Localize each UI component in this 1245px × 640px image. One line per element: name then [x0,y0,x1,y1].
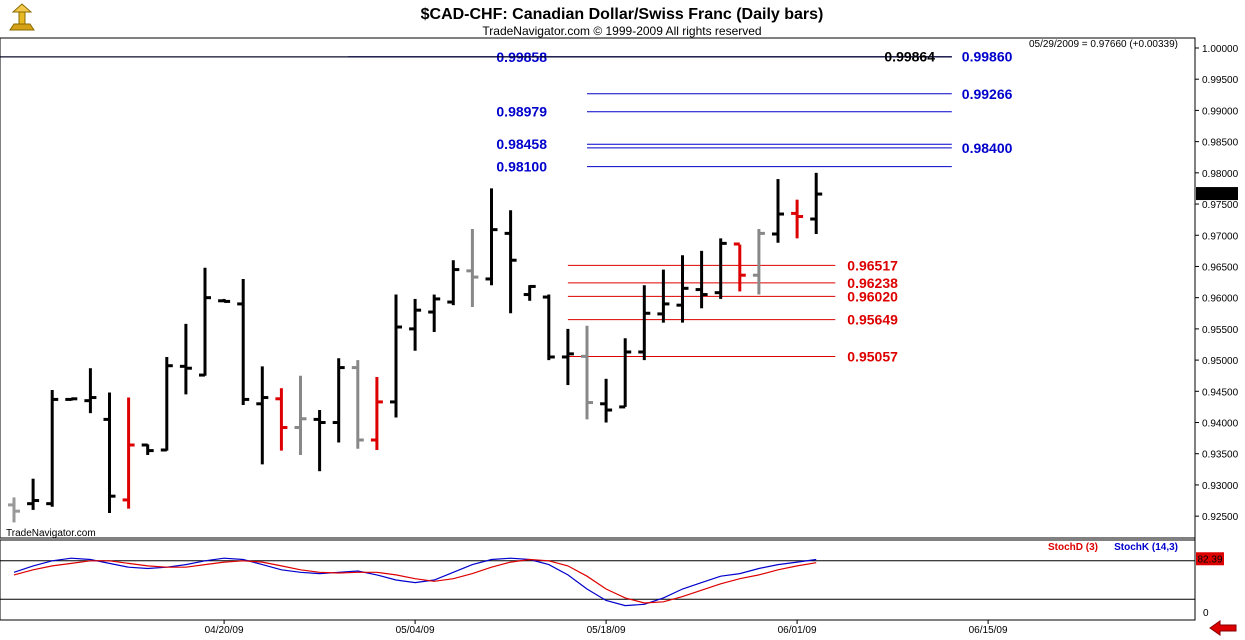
ohlc-bar-3 [65,397,78,401]
ohlc-bar-22 [428,294,441,333]
price-y-axis: 1.00000 0.99500 0.99000 0.98500 0.98000 0.975… [1195,44,1239,523]
ohlc-bar-25 [485,188,498,286]
y-tick-label-10: 0.95000 [1202,356,1239,367]
ohlc-bar-41 [791,199,804,239]
stochastic-oscillator [0,557,1195,607]
ohlc-bar-0 [8,497,20,523]
ohlc-bar-12 [237,278,250,406]
ohlc-bar-2 [46,390,59,507]
y-tick-label-1: 0.99500 [1202,75,1239,86]
level-label-0: 0.99860 [962,49,1013,65]
x-tick-label-2: 05/18/09 [587,625,626,636]
price-bars [8,172,823,523]
ohlc-bar-37 [714,238,727,299]
level-label-8: 0.96517 [847,257,898,273]
chart-title: $CAD-CHF: Canadian Dollar/Swiss Franc (D… [421,6,824,23]
ohlc-bar-30 [581,325,593,420]
level-label-4: 0.98979 [496,104,547,120]
ohlc-bar-21 [409,298,422,351]
ohlc-bar-40 [772,179,784,243]
level-label-6: 0.98400 [962,140,1013,156]
ohlc-bar-38 [733,242,746,292]
y-tick-label-4: 0.98000 [1202,169,1239,180]
ohlc-bar-1 [27,478,40,510]
ohlc-bar-29 [561,328,574,386]
chart-subtitle: TradeNavigator.com © 1999-2009 All right… [482,24,761,38]
y-tick-label-6: 0.97000 [1202,231,1239,242]
y-tick-label-3: 0.98500 [1202,138,1239,149]
ohlc-bar-26 [504,210,517,314]
y-tick-label-7: 0.96500 [1202,262,1239,273]
scroll-right-arrow-icon[interactable] [1206,620,1238,636]
watermark-label: TradeNavigator.com [6,528,96,539]
ohlc-bar-10 [199,267,211,377]
stoch-zero-label: 0 [1203,608,1209,619]
stoch-last-marker: 82.39 [1196,552,1224,566]
ohlc-bar-18 [351,360,364,449]
x-tick-label-1: 05/04/09 [396,625,435,636]
y-tick-label-11: 0.94500 [1202,387,1239,398]
level-label-12: 0.95057 [847,349,898,365]
x-tick-label-0: 04/20/09 [205,625,244,636]
ohlc-bar-6 [122,397,135,509]
ohlc-bar-14 [275,388,288,451]
price-panel [0,37,1196,539]
last-price-label: 0.97660 [1199,189,1236,200]
x-tick-label-4: 06/15/09 [969,625,1008,636]
y-tick-label-5: 0.97500 [1202,200,1239,211]
level-label-7: 0.98100 [496,159,547,175]
y-tick-label-9: 0.95500 [1202,325,1239,336]
ohlc-bar-7 [141,443,154,455]
y-tick-label-12: 0.94000 [1202,419,1239,430]
ohlc-bar-24 [466,229,479,308]
ohlc-bar-31 [600,378,613,423]
y-tick-label-2: 0.99000 [1202,106,1239,117]
ohlc-bar-13 [256,366,269,465]
ohlc-bar-35 [676,255,689,323]
y-tick-label-15: 0.92500 [1202,512,1239,523]
date-x-axis: 04/20/09 05/04/09 05/18/09 06/01/09 06/15/09 [205,620,1008,636]
ohlc-bar-34 [657,269,670,323]
ohlc-bar-28 [542,294,555,361]
stoch-last-label: 82.39 [1197,554,1222,565]
ohlc-bar-42 [810,172,823,235]
ohlc-bar-15 [294,375,307,455]
ohlc-bar-36 [695,250,708,309]
level-label-10: 0.96020 [847,288,898,304]
ohlc-bar-11 [218,298,231,303]
info-readout: 05/29/2009 = 0.97660 (+0.00339) [1029,39,1178,50]
ohlc-bar-19 [370,376,383,450]
level-label-5: 0.98458 [496,136,547,152]
y-tick-label-14: 0.93000 [1202,481,1239,492]
stoch-k-legend: StochK (14,3) [1114,542,1178,553]
ohlc-bar-32 [619,338,632,409]
ohlc-bar-20 [390,294,402,418]
ohlc-bar-5 [103,392,116,514]
ohlc-bar-39 [752,229,765,295]
last-price-marker: 0.97660 [1196,187,1238,201]
ohlc-bar-33 [638,285,651,361]
level-label-3: 0.99266 [962,86,1013,102]
level-label-11: 0.95649 [847,312,898,328]
ohlc-bar-4 [84,368,97,414]
stoch-d-legend: StochD (3) [1048,542,1098,553]
ohlc-bar-27 [523,284,536,301]
trade-navigator-logo-icon [9,3,35,31]
ohlc-bar-23 [447,260,460,306]
y-tick-label-13: 0.93500 [1202,450,1239,461]
y-tick-label-8: 0.96000 [1202,294,1239,305]
ohlc-bar-17 [332,358,345,443]
stoch-d-line [13,558,817,604]
level-label-9: 0.96238 [847,275,898,291]
ohlc-bar-16 [313,410,326,472]
y-tick-label-0: 1.00000 [1202,44,1239,55]
x-tick-label-3: 06/01/09 [778,625,817,636]
ohlc-bar-9 [179,323,192,395]
stoch-k-line [13,557,817,607]
stoch-panel [0,539,1196,621]
ohlc-bar-8 [160,356,173,452]
